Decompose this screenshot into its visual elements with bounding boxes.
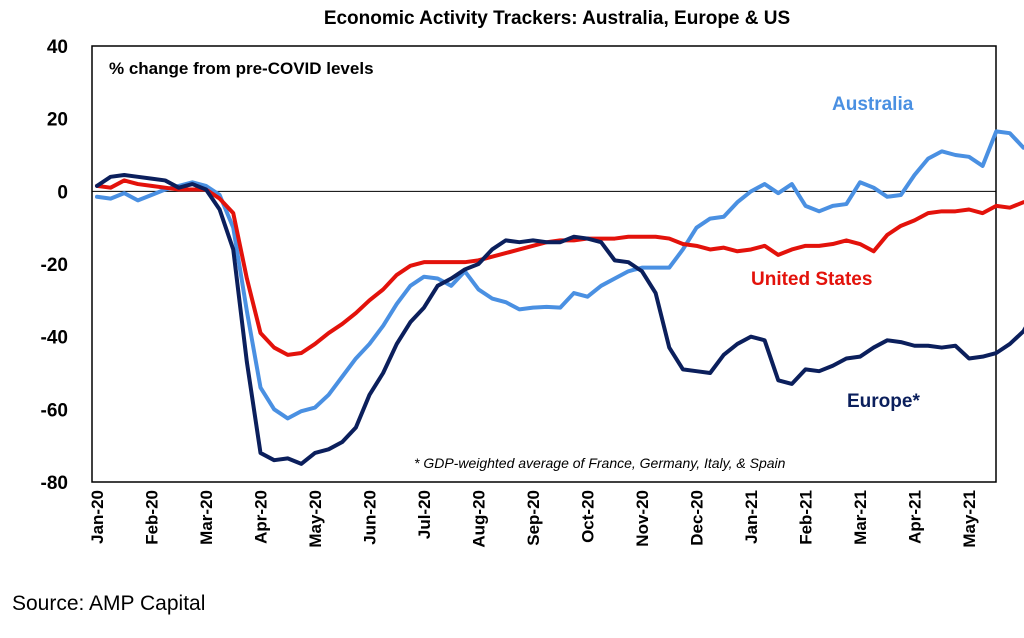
x-tick-label: Sep-20	[524, 490, 543, 546]
footnote: * GDP-weighted average of France, German…	[414, 455, 786, 471]
chart-title: Economic Activity Trackers: Australia, E…	[324, 8, 790, 29]
y-tick-label: 20	[47, 110, 68, 131]
x-tick-label: Jun-20	[361, 490, 380, 545]
x-tick-label: Oct-20	[579, 490, 598, 543]
x-tick-label: Nov-20	[633, 490, 652, 547]
y-tick-label: -40	[41, 328, 68, 349]
label-australia: Australia	[832, 94, 914, 115]
y-tick-label: 0	[57, 182, 68, 203]
plot-frame	[91, 45, 997, 483]
label-europe: Europe*	[847, 391, 920, 412]
x-tick-label: Mar-20	[197, 490, 216, 545]
x-tick-label: Jan-20	[88, 490, 107, 544]
x-tick-label: Jan-21	[742, 490, 761, 544]
y-tick-label: 40	[47, 37, 68, 58]
y-tick-label: -20	[41, 255, 68, 276]
series-line-australia	[95, 129, 1024, 421]
x-tick-label: Mar-21	[851, 490, 870, 545]
chart-subtitle: % change from pre-COVID levels	[109, 59, 374, 78]
x-tick-label: Apr-21	[906, 490, 925, 544]
x-tick-label: May-20	[306, 490, 325, 548]
x-tick-label: Apr-20	[252, 490, 271, 544]
label-united-states: United States	[751, 269, 872, 290]
x-tick-label: May-21	[960, 490, 979, 548]
x-tick-label: Dec-20	[688, 490, 707, 546]
x-tick-label: Feb-21	[797, 490, 816, 545]
series-lines	[95, 129, 1024, 466]
y-axis-ticks: 40 20 0 -20 -40 -60 -80	[41, 37, 68, 494]
x-tick-label: Feb-20	[143, 490, 162, 545]
source-note: Source: AMP Capital	[12, 592, 206, 615]
x-tick-label: Aug-20	[470, 490, 489, 548]
series-line-europe	[95, 172, 1024, 466]
y-tick-label: -80	[41, 473, 68, 494]
x-axis-ticks: Jan-20 Feb-20 Mar-20 Apr-20 May-20 Jun-20 Jul-…	[88, 490, 979, 548]
x-tick-label: Jul-20	[415, 490, 434, 539]
y-tick-label: -60	[41, 400, 68, 421]
